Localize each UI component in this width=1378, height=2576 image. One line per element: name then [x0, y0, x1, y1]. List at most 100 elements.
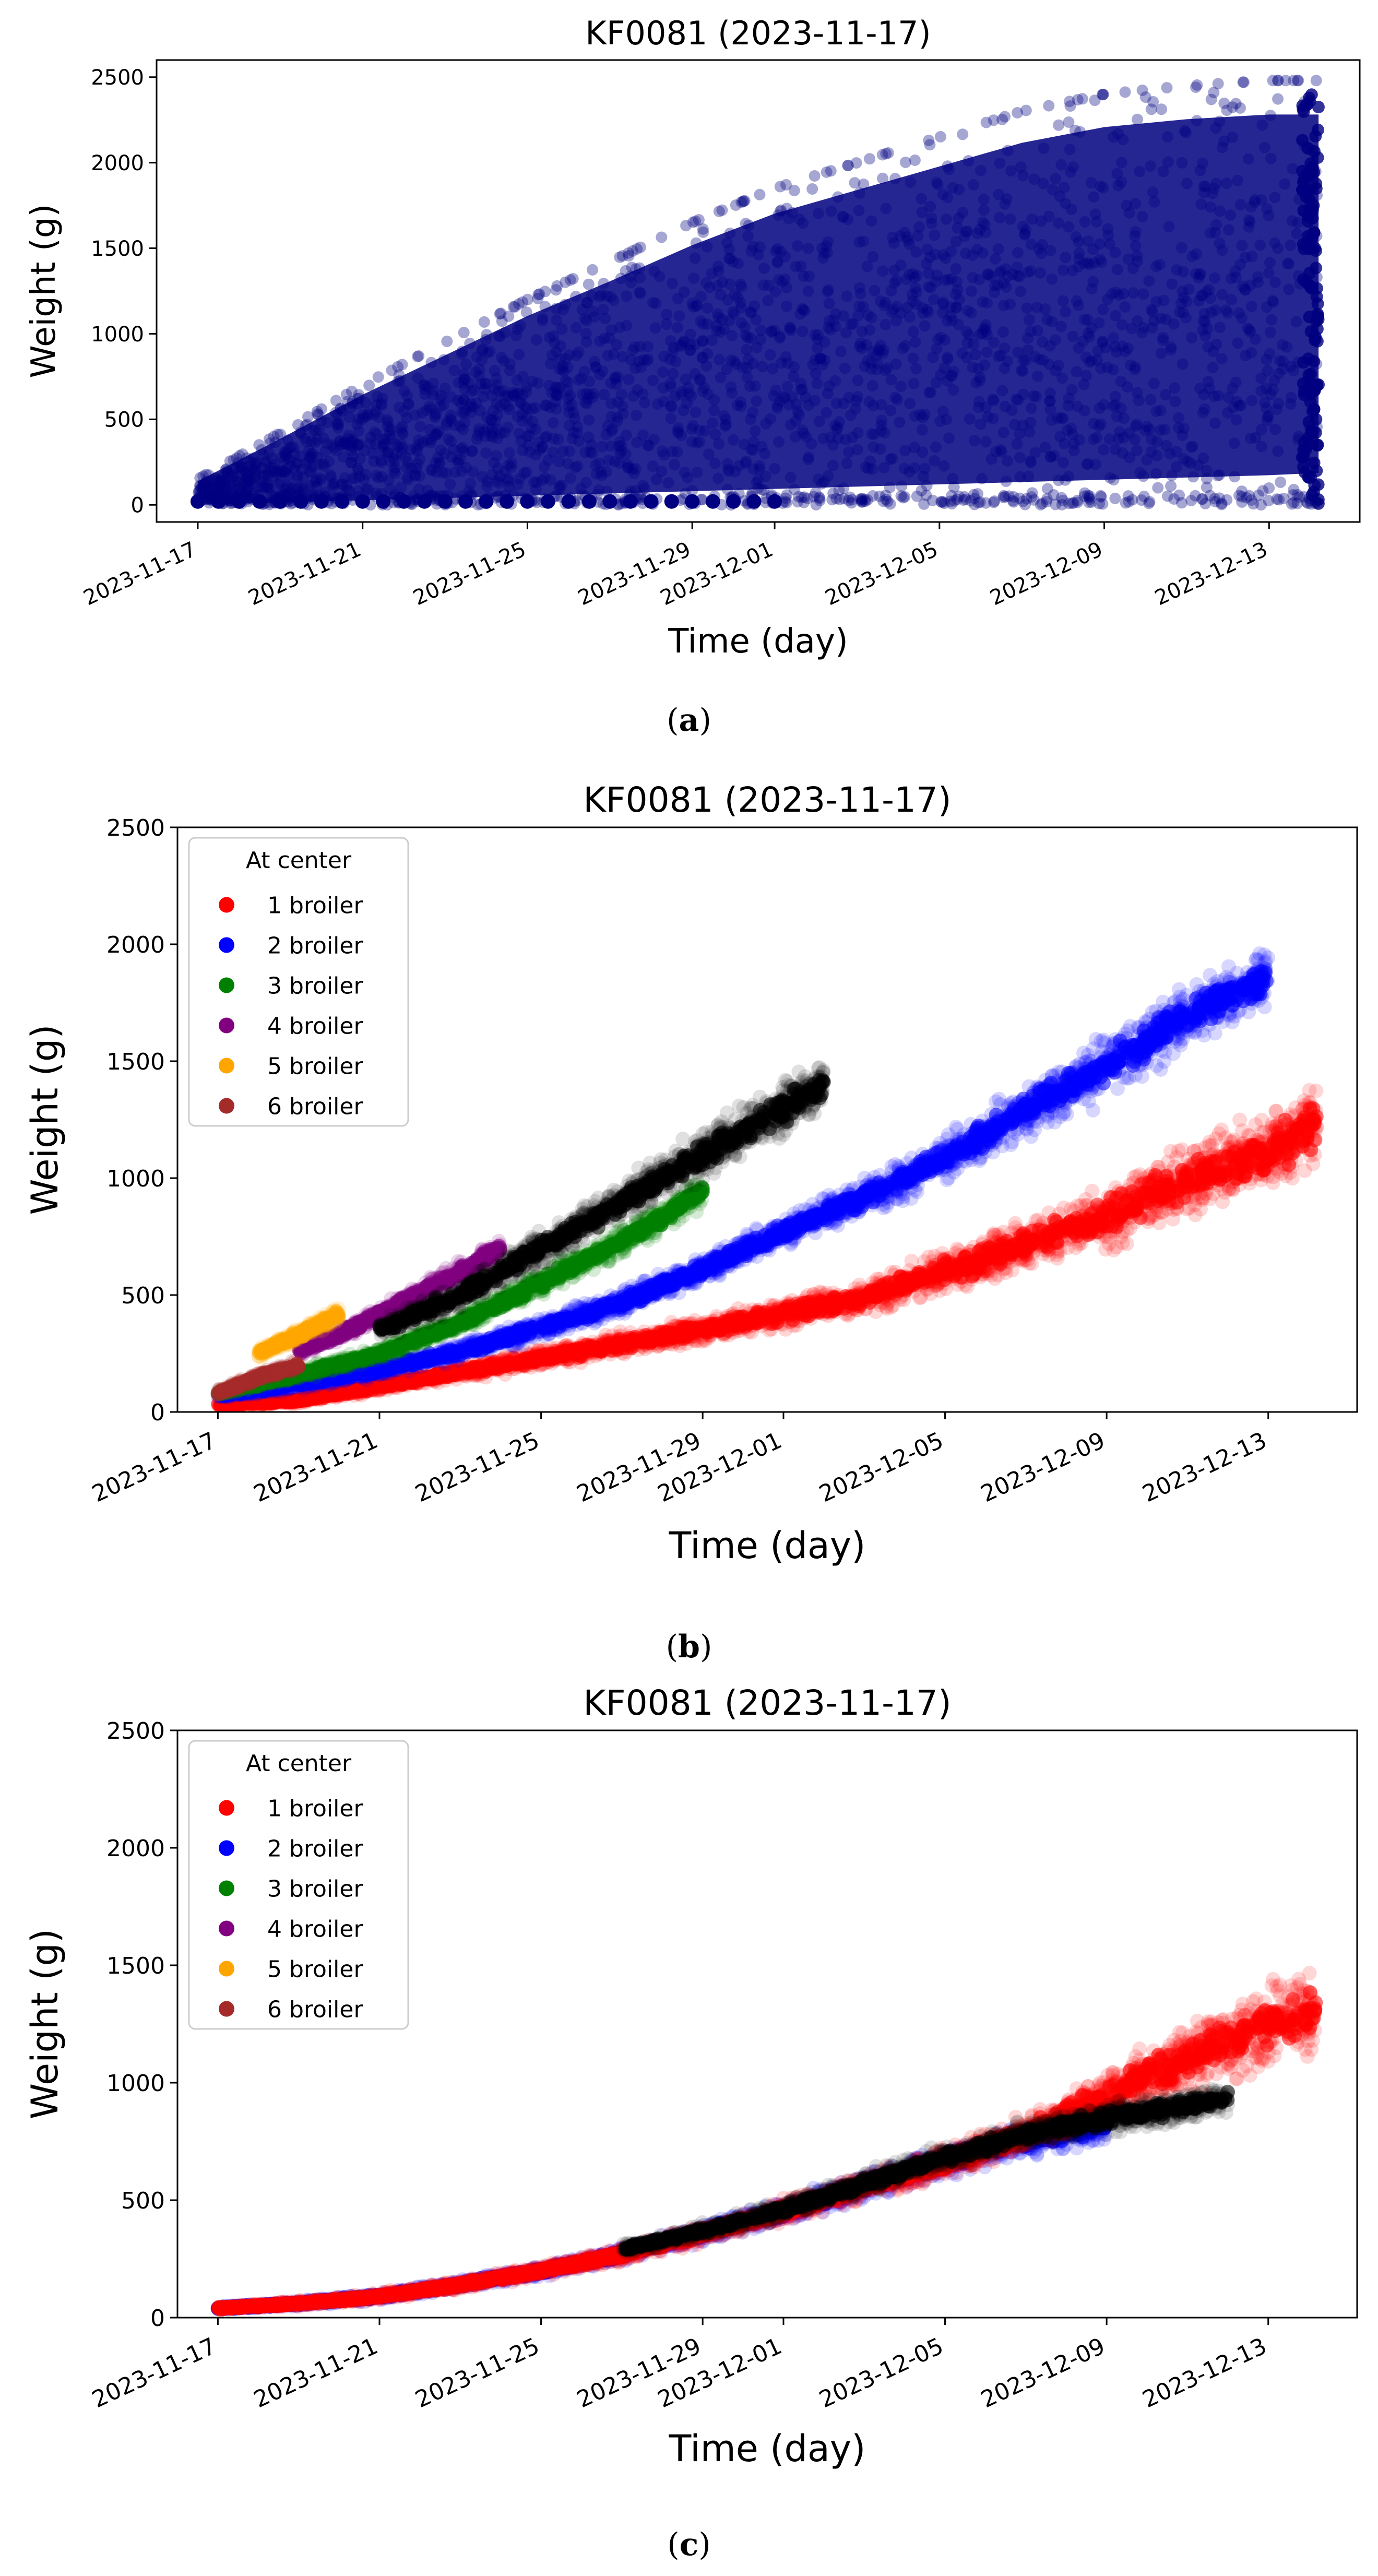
data-point: [1144, 1209, 1159, 1225]
data-point: [1152, 482, 1164, 494]
data-point: [814, 492, 826, 504]
data-point: [1199, 497, 1211, 509]
y-tick-label: 0: [131, 494, 144, 518]
data-point: [644, 494, 659, 509]
chart-title: KF0081 (2023-11-17): [585, 14, 931, 52]
data-point: [587, 264, 599, 276]
data-point: [850, 157, 862, 169]
data-point: [793, 491, 805, 503]
data-point: [909, 155, 921, 166]
data-point: [895, 490, 907, 502]
data-point: [996, 113, 1008, 125]
data-point: [849, 177, 861, 189]
data-point: [1205, 93, 1217, 105]
data-point: [918, 498, 930, 510]
data-point: [1304, 280, 1317, 293]
data-point: [412, 351, 424, 363]
data-point: [1135, 494, 1147, 506]
data-band: [197, 114, 1319, 505]
data-point: [1139, 91, 1151, 103]
data-point: [716, 204, 728, 216]
data-point: [899, 157, 911, 168]
data-point: [392, 361, 404, 373]
data-point: [1297, 103, 1310, 116]
data-point: [1094, 497, 1105, 509]
data-point: [767, 494, 782, 509]
data-point: [376, 494, 391, 509]
data-point: [1234, 102, 1246, 114]
data-point: [1020, 493, 1032, 505]
caption-a-letter: a: [679, 702, 699, 739]
data-point: [1236, 485, 1248, 497]
data-point: [1302, 215, 1315, 228]
data-point: [830, 493, 842, 505]
data-point: [1050, 498, 1061, 511]
data-point: [1048, 489, 1060, 501]
data-point: [1254, 1125, 1269, 1140]
data-point: [1072, 496, 1084, 508]
data-point: [1079, 487, 1090, 499]
data-point: [1208, 87, 1220, 99]
data-point: [754, 188, 766, 200]
data-point: [1064, 96, 1075, 108]
data-point: [1041, 496, 1052, 508]
data-point: [697, 226, 709, 238]
data-point: [1291, 497, 1303, 509]
data-point: [1272, 75, 1284, 87]
data-point: [1268, 1104, 1284, 1119]
data-point: [867, 490, 879, 502]
data-point: [1138, 491, 1150, 502]
data-point: [1035, 499, 1047, 511]
data-point: [880, 148, 892, 160]
data-point: [190, 494, 205, 509]
data-point: [912, 1290, 927, 1305]
data-point: [920, 490, 932, 501]
data-point: [1056, 498, 1068, 511]
data-point: [834, 494, 846, 505]
data-point: [1162, 490, 1173, 502]
data-point: [974, 496, 986, 508]
data-point: [854, 493, 866, 505]
data-point: [1303, 311, 1316, 324]
data-point: [965, 495, 977, 507]
data-point: [478, 316, 490, 328]
data-point: [252, 494, 267, 509]
data-point: [1145, 103, 1157, 115]
data-point: [923, 134, 935, 146]
data-point: [1068, 1240, 1083, 1255]
data-point: [1126, 494, 1138, 506]
data-point: [532, 292, 544, 304]
data-point: [1097, 88, 1109, 100]
data-point: [997, 492, 1009, 504]
data-point: [1233, 490, 1245, 502]
data-point: [926, 494, 939, 506]
data-point: [838, 493, 850, 505]
data-point: [1070, 1198, 1085, 1214]
data-point: [1256, 1124, 1272, 1139]
data-point: [1216, 497, 1228, 509]
data-point: [540, 494, 555, 509]
data-point: [948, 495, 960, 507]
data-point: [1020, 104, 1032, 116]
data-point: [846, 497, 858, 509]
data-point: [509, 301, 521, 313]
data-point: [988, 496, 1000, 508]
data-point: [904, 1253, 919, 1268]
data-point: [1014, 492, 1026, 504]
data-point: [1174, 1142, 1190, 1157]
data-point: [581, 494, 597, 509]
data-point: [1008, 491, 1019, 503]
data-point: [1143, 497, 1155, 509]
data-point: [697, 223, 709, 235]
data-point: [693, 214, 705, 226]
data-point: [983, 1268, 999, 1283]
data-point: [821, 166, 833, 178]
data-point: [1297, 356, 1310, 369]
data-point: [1309, 1083, 1324, 1098]
data-point: [263, 433, 275, 445]
data-point: [856, 493, 868, 505]
data-point: [882, 495, 894, 507]
data-point: [726, 494, 741, 509]
data-point: [937, 496, 949, 508]
data-point: [858, 179, 870, 191]
